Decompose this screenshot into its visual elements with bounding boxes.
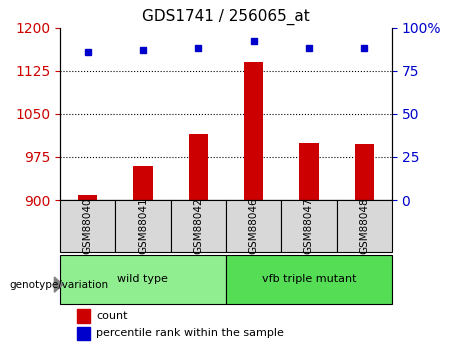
Bar: [60, 255, 226, 304]
Text: percentile rank within the sample: percentile rank within the sample: [96, 328, 284, 338]
Text: count: count: [96, 311, 128, 321]
Bar: [60, 200, 115, 252]
Bar: [299, 142, 319, 200]
Bar: [78, 196, 97, 200]
Title: GDS1741 / 256065_at: GDS1741 / 256065_at: [142, 9, 310, 25]
Bar: [281, 200, 337, 252]
Text: GSM88041: GSM88041: [138, 198, 148, 254]
Text: wild type: wild type: [118, 275, 168, 284]
Bar: [337, 200, 392, 252]
Text: GSM88042: GSM88042: [193, 198, 203, 254]
Text: GSM88040: GSM88040: [83, 198, 93, 254]
Bar: [77, 327, 90, 340]
Bar: [115, 200, 171, 252]
Text: genotype/variation: genotype/variation: [9, 280, 108, 289]
Bar: [77, 309, 90, 323]
Bar: [171, 200, 226, 252]
Bar: [226, 200, 281, 252]
Bar: [226, 255, 392, 304]
Text: GSM88046: GSM88046: [248, 198, 259, 254]
Bar: [244, 62, 263, 200]
Text: vfb triple mutant: vfb triple mutant: [262, 275, 356, 284]
Bar: [133, 166, 153, 200]
Bar: [189, 134, 208, 200]
Text: GSM88047: GSM88047: [304, 198, 314, 254]
Polygon shape: [54, 277, 63, 292]
Text: GSM88048: GSM88048: [359, 198, 369, 254]
Bar: [355, 144, 374, 200]
